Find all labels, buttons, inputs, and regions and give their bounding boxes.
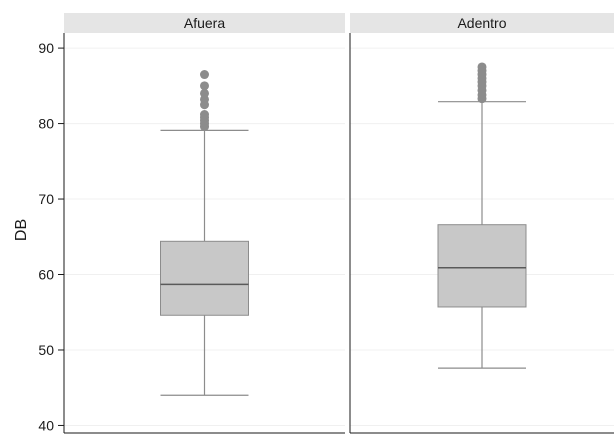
iqr-box — [160, 240, 249, 316]
y-tick-label: 60 — [38, 267, 54, 283]
iqr-box — [437, 224, 527, 308]
facet-strip — [350, 13, 614, 33]
y-tick-label: 70 — [38, 191, 54, 207]
outlier-point — [200, 110, 209, 120]
y-tick-label: 80 — [38, 116, 54, 132]
outlier-point — [477, 62, 487, 72]
facet-panel: Adentro — [349, 13, 614, 434]
facet-strip — [64, 13, 345, 33]
y-axis-title: DB — [13, 219, 30, 241]
y-tick-label: 90 — [38, 40, 54, 56]
facet-panel: Afuera — [63, 13, 345, 434]
facet-label: Afuera — [184, 15, 225, 31]
y-tick-label: 40 — [38, 417, 54, 433]
outlier-point — [200, 70, 209, 80]
facet-panels: Afuera Adentro — [63, 13, 614, 434]
y-tick-label: 50 — [38, 342, 54, 358]
outlier-point — [200, 88, 209, 98]
y-axis: 40 50 60 70 80 90 — [38, 40, 64, 433]
outlier-point — [200, 81, 209, 91]
facet-label: Adentro — [457, 15, 506, 31]
